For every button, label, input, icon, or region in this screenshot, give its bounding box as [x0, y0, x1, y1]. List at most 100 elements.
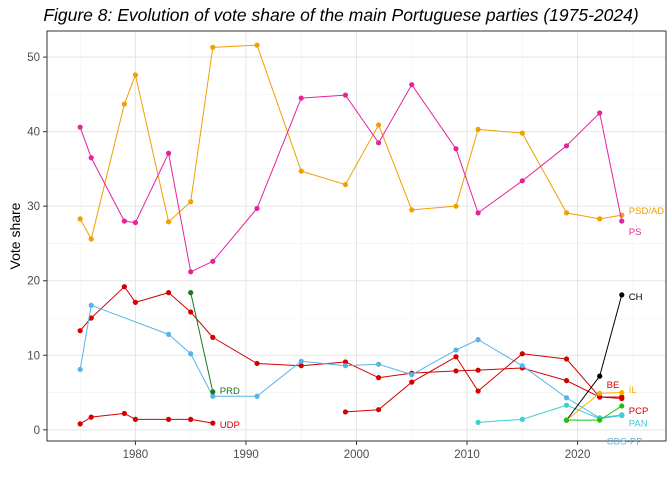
- data-point-cds-pp: [342, 363, 349, 369]
- y-axis-label: Vote share: [7, 202, 23, 269]
- data-point-be: [619, 394, 625, 400]
- data-point-prd: [210, 389, 216, 395]
- data-point-be: [409, 379, 415, 385]
- data-point-cds-pp: [254, 393, 260, 399]
- data-point-pcp: [376, 375, 382, 381]
- data-point-psd-ad: [342, 181, 349, 188]
- data-point-ps: [342, 92, 349, 98]
- grid-layer: [47, 31, 666, 441]
- chart-title: Figure 8: Evolution of vote share of the…: [43, 5, 638, 25]
- data-point-ps: [376, 140, 382, 146]
- data-point-udp: [121, 410, 127, 417]
- data-point-unnamed: [619, 403, 625, 409]
- data-point-pcp: [165, 290, 172, 296]
- data-point-pcp: [121, 284, 127, 290]
- data-point-ps: [121, 218, 127, 224]
- series-label-cds-pp: CDS-PP: [607, 437, 643, 448]
- data-point-unnamed: [563, 417, 570, 423]
- data-point-udp: [210, 420, 216, 426]
- data-point-ps: [597, 110, 603, 116]
- data-point-psd-ad: [254, 42, 260, 48]
- data-point-ps: [254, 205, 260, 212]
- x-tick-label: 2010: [454, 449, 480, 461]
- data-point-pcp: [188, 309, 194, 315]
- data-point-cds-pp: [475, 337, 481, 343]
- data-point-pan: [619, 413, 625, 419]
- data-point-cds-pp: [453, 347, 459, 353]
- data-point-pcp: [77, 328, 83, 334]
- data-point-ps: [453, 146, 459, 152]
- series-line-prd: [190, 292, 214, 392]
- series-udp: [77, 410, 216, 427]
- data-point-pcp: [298, 363, 304, 369]
- data-point-ps: [563, 143, 570, 149]
- data-point-ch: [597, 373, 603, 379]
- data-point-udp: [132, 416, 139, 422]
- series-label-udp: UDP: [220, 420, 240, 431]
- data-point-psd-ad: [210, 44, 216, 51]
- y-tick-label: 30: [27, 201, 40, 213]
- data-point-psd-ad: [453, 203, 459, 209]
- data-point-psd-ad: [519, 130, 525, 136]
- data-point-cds-pp: [165, 331, 172, 337]
- series-line-cds-pp: [79, 304, 622, 419]
- series-label-psd-ad: PSD/AD: [629, 206, 665, 217]
- data-point-psd-ad: [88, 236, 94, 242]
- data-point-psd-ad: [563, 210, 570, 216]
- data-point-cds-pp: [563, 395, 570, 401]
- data-point-psd-ad: [165, 219, 172, 225]
- data-point-pan: [475, 419, 481, 425]
- data-point-be: [342, 409, 349, 415]
- data-point-psd-ad: [475, 126, 481, 132]
- data-point-ps: [132, 219, 139, 226]
- data-point-ps: [519, 178, 525, 184]
- data-point-ps: [298, 95, 304, 101]
- series-be: [342, 351, 625, 415]
- data-point-psd-ad: [376, 122, 382, 128]
- data-point-udp: [165, 416, 172, 422]
- data-point-cds-pp: [77, 366, 83, 373]
- x-tick-label: 1980: [123, 449, 149, 461]
- data-point-pan: [563, 402, 570, 408]
- series-unnamed: [563, 403, 625, 423]
- data-point-cds-pp: [409, 372, 415, 378]
- data-point-ps: [77, 124, 83, 130]
- data-point-pcp: [563, 378, 570, 384]
- data-point-cds-pp: [188, 351, 194, 357]
- data-point-be: [563, 356, 570, 362]
- data-point-psd-ad: [188, 199, 194, 205]
- data-point-il: [597, 390, 603, 396]
- series-label-pcp: PCP: [629, 406, 649, 417]
- data-point-udp: [188, 416, 194, 422]
- series-layer: [77, 42, 625, 427]
- data-point-ps: [210, 258, 216, 264]
- data-point-psd-ad: [597, 216, 603, 222]
- data-point-prd: [188, 290, 194, 296]
- data-point-pcp: [88, 315, 94, 321]
- data-point-unnamed: [597, 417, 603, 423]
- y-tick-label: 10: [27, 350, 40, 362]
- series-label-pan: PAN: [629, 419, 648, 430]
- series-label-ps: PS: [629, 227, 642, 238]
- series-cds-pp: [77, 302, 625, 421]
- series-label-il: IL: [629, 385, 637, 396]
- data-point-be: [519, 351, 525, 357]
- x-tick-label: 2020: [565, 449, 591, 461]
- data-point-cds-pp: [210, 393, 216, 399]
- axis-layer: 0 10 20 30 40 50 1980 1990 2000 2010 2020: [27, 52, 590, 461]
- data-point-psd-ad: [121, 101, 127, 107]
- series-label-prd: PRD: [220, 386, 240, 397]
- data-point-be: [376, 407, 382, 413]
- y-tick-label: 40: [27, 127, 40, 139]
- series-ps: [77, 82, 625, 275]
- data-point-be: [453, 354, 459, 360]
- data-point-pcp: [475, 367, 481, 373]
- series-prd: [188, 290, 216, 395]
- data-point-pcp: [453, 368, 459, 374]
- y-tick-label: 50: [27, 52, 40, 64]
- data-point-pan: [519, 416, 525, 422]
- x-tick-label: 1990: [233, 449, 259, 461]
- series-line-psd-ad: [79, 44, 622, 240]
